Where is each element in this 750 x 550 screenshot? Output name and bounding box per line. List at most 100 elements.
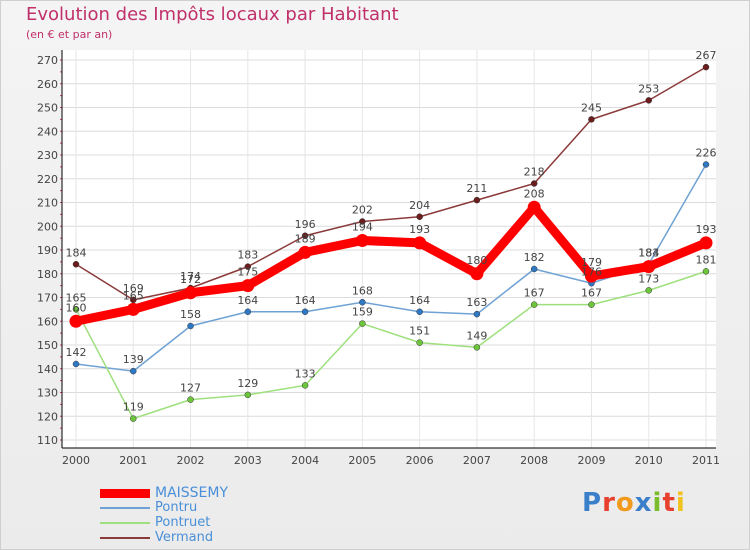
proxiti-logo: Proxiti: [582, 488, 686, 518]
data-label: 179: [581, 256, 602, 269]
logo-letter: o: [615, 488, 635, 518]
logo-letter: P: [582, 488, 603, 518]
data-label: 184: [638, 246, 659, 259]
y-tick-label: 230: [37, 149, 58, 162]
data-label: 169: [123, 282, 144, 295]
y-tick-label: 150: [37, 339, 58, 352]
legend-swatch-pontru: [100, 507, 150, 509]
data-label: 211: [466, 182, 487, 195]
data-label: 196: [295, 218, 316, 231]
series-line-pontru: [75, 163, 707, 372]
data-point: [359, 320, 366, 327]
data-point: [530, 180, 538, 187]
data-point: [69, 314, 83, 328]
data-label: 129: [237, 377, 258, 390]
y-tick-label: 170: [37, 292, 58, 305]
data-label: 151: [409, 325, 430, 338]
legend-label-vermand: Vermand: [155, 530, 214, 545]
data-label: 173: [638, 272, 659, 285]
logo-letter: r: [602, 488, 616, 518]
data-point: [527, 200, 541, 214]
logo-letter: i: [675, 488, 686, 518]
data-label: 182: [524, 251, 545, 264]
data-label: 253: [638, 82, 659, 95]
x-tick-label: 2011: [692, 454, 720, 467]
legend-item-vermand: Vermand: [100, 530, 213, 546]
y-tick-label: 250: [37, 102, 58, 115]
data-label: 189: [295, 232, 316, 245]
x-tick-label: 2005: [348, 454, 376, 467]
legend-label-pontru: Pontru: [155, 500, 198, 515]
y-tick-label: 240: [37, 125, 58, 138]
y-tick-label: 220: [37, 173, 58, 186]
series-line-maissemy: [71, 202, 711, 326]
data-label: 158: [180, 308, 201, 321]
data-point: [187, 322, 194, 330]
data-label: 142: [66, 346, 87, 359]
data-point: [301, 232, 309, 239]
data-label: 183: [638, 247, 659, 260]
legend-item-maissemy: MAISSEMY: [100, 485, 228, 501]
data-point: [416, 308, 423, 315]
data-point: [301, 308, 309, 315]
x-tick-label: 2003: [234, 454, 262, 467]
logo-letter: t: [662, 488, 676, 518]
data-label: 180: [466, 254, 487, 267]
data-point: [413, 236, 427, 250]
data-point: [699, 236, 713, 250]
data-label: 181: [696, 253, 717, 266]
data-point: [187, 396, 194, 403]
data-point: [301, 382, 309, 389]
data-label: 119: [123, 401, 144, 414]
data-label: 183: [237, 249, 258, 262]
x-tick-label: 2010: [635, 454, 663, 467]
data-point: [359, 218, 366, 225]
data-label: 127: [180, 382, 201, 395]
data-label: 159: [352, 306, 373, 319]
x-tick-label: 2007: [463, 454, 491, 467]
data-point: [244, 263, 252, 270]
x-tick-label: 2001: [119, 454, 147, 467]
data-point: [470, 267, 484, 281]
data-label: 194: [352, 221, 373, 234]
data-point: [130, 367, 137, 375]
data-label: 193: [409, 223, 430, 236]
data-point: [473, 344, 481, 351]
legend-item-pontru: Pontru: [100, 500, 197, 516]
data-label: 164: [409, 294, 430, 307]
plot-area: [62, 50, 716, 448]
legend-item-pontruet: Pontruet: [100, 515, 210, 531]
data-label: 133: [295, 367, 316, 380]
data-point: [244, 308, 252, 315]
data-point: [702, 161, 710, 168]
legend-swatch-pontruet: [100, 522, 150, 524]
data-point: [359, 299, 366, 306]
data-label: 245: [581, 101, 602, 114]
data-point: [355, 234, 369, 247]
y-tick-label: 140: [37, 363, 58, 376]
legend-swatch-maissemy: [100, 488, 150, 498]
data-label: 149: [466, 329, 487, 342]
data-label: 218: [524, 166, 545, 179]
data-label: 139: [123, 353, 144, 366]
data-point: [298, 245, 312, 259]
data-point: [645, 97, 652, 104]
data-label: 164: [295, 294, 316, 307]
data-point: [72, 360, 80, 368]
data-label: 175: [237, 266, 258, 279]
data-point: [184, 286, 198, 300]
data-point: [241, 279, 255, 293]
data-point: [584, 269, 598, 283]
data-point: [416, 339, 423, 346]
data-label: 172: [180, 273, 201, 286]
y-tick-label: 180: [37, 268, 58, 281]
data-point: [72, 261, 80, 268]
data-label: 184: [66, 246, 87, 259]
data-label: 202: [352, 204, 373, 217]
x-tick-label: 2002: [177, 454, 205, 467]
data-label: 204: [409, 199, 430, 212]
data-point: [244, 391, 252, 399]
series-line-vermand: [75, 66, 707, 301]
data-label: 165: [123, 289, 144, 302]
data-point: [588, 301, 595, 308]
